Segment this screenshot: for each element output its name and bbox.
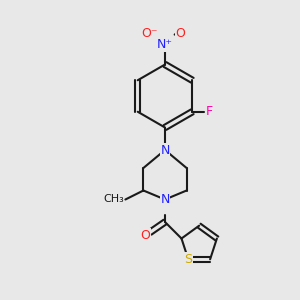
Text: N: N — [160, 193, 170, 206]
Text: CH₃: CH₃ — [103, 194, 124, 205]
Text: N⁺: N⁺ — [157, 38, 173, 52]
Text: O⁻: O⁻ — [141, 27, 158, 40]
Text: O: O — [176, 27, 185, 40]
Text: S: S — [184, 253, 192, 266]
Text: O: O — [141, 229, 150, 242]
Text: F: F — [206, 105, 213, 118]
Text: N: N — [160, 143, 170, 157]
